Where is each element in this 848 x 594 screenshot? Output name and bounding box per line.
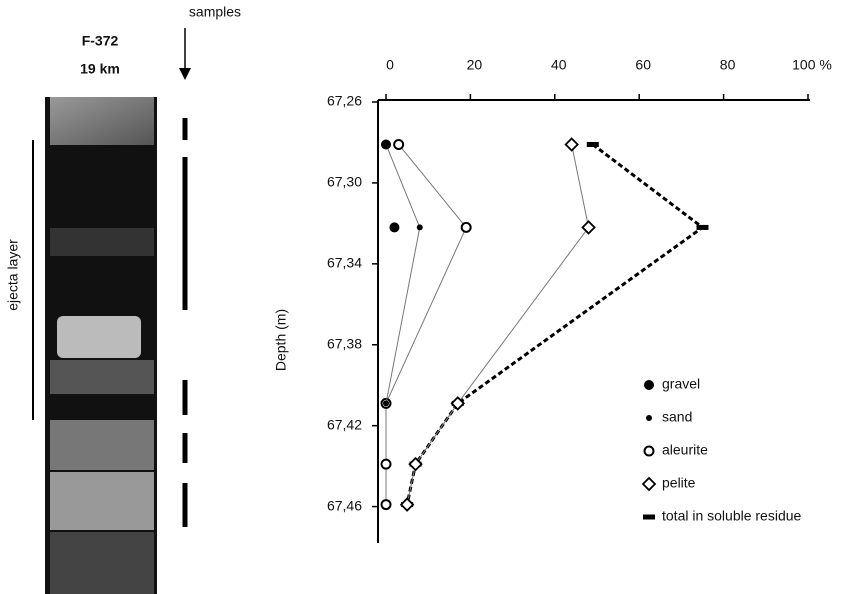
x-tick-label: 80 (720, 57, 736, 73)
x-tick-label: 100 % (792, 57, 832, 73)
legend-marker (643, 514, 655, 520)
y-tick-label: 67,42 (327, 416, 362, 432)
legend-label: total in soluble residue (662, 508, 802, 524)
marker (696, 224, 709, 230)
marker (399, 497, 415, 512)
marker (389, 222, 400, 233)
legend-label: gravel (662, 376, 700, 392)
legend-marker (641, 476, 657, 492)
series-line (385, 144, 421, 404)
y-axis-label: Depth (m) (273, 309, 289, 371)
x-tick-label: 20 (467, 57, 483, 73)
legend-label: aleurite (662, 442, 708, 458)
samples-arrow (179, 28, 191, 80)
core-photo (45, 97, 157, 594)
series-line (406, 144, 590, 505)
legend-marker (643, 445, 655, 457)
marker (416, 224, 423, 231)
marker (564, 137, 579, 152)
marker (581, 220, 596, 235)
marker (380, 458, 392, 470)
marker (586, 141, 599, 147)
marker (383, 400, 389, 407)
y-tick-label: 67,26 (327, 93, 362, 109)
marker (408, 456, 423, 472)
marker (450, 396, 466, 411)
y-tick-label: 67,34 (327, 255, 362, 271)
legend-marker (644, 380, 654, 390)
legend-label: sand (662, 409, 692, 425)
marker (381, 139, 391, 150)
y-tick-label: 67,38 (327, 335, 362, 351)
samples-label: samples (189, 4, 241, 20)
core-distance: 19 km (80, 61, 120, 77)
layer-label: ejecta layer (5, 239, 21, 311)
y-tick-label: 67,30 (327, 174, 362, 190)
x-tick-label: 0 (386, 57, 394, 73)
marker (380, 499, 392, 511)
series-line (385, 144, 467, 505)
y-tick-label: 67,46 (327, 497, 362, 513)
x-tick-label: 40 (551, 57, 567, 73)
legend-marker (646, 415, 652, 421)
legend-label: pelite (662, 475, 696, 491)
core-label: F-372 (82, 33, 119, 49)
marker (393, 138, 405, 150)
x-tick-label: 60 (635, 57, 651, 73)
series-line (405, 143, 706, 505)
marker (460, 221, 472, 233)
